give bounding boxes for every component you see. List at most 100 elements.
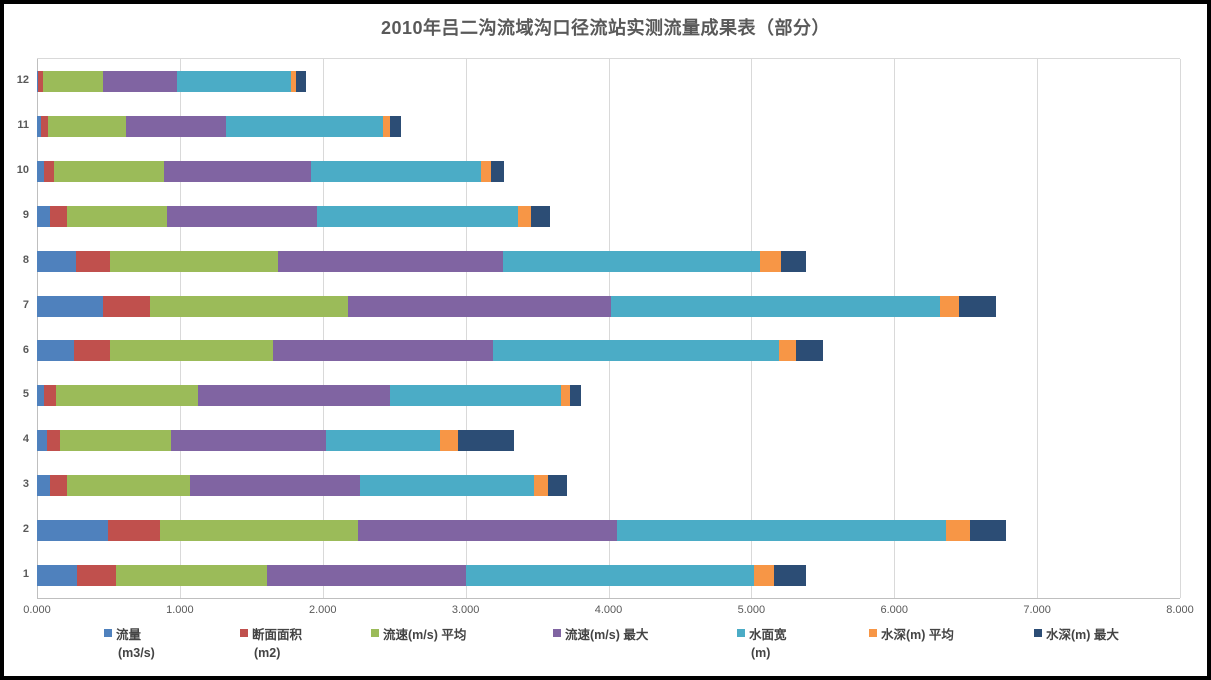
- bar-row: [37, 104, 1180, 149]
- bar-segment: [325, 430, 440, 452]
- bar-segment: [611, 295, 940, 317]
- bar-segment: [109, 250, 279, 272]
- gridline: [37, 59, 38, 598]
- legend-marker-icon: [553, 629, 561, 637]
- bar-segment: [41, 115, 49, 137]
- bar-segment: [759, 250, 782, 272]
- bar-segment: [47, 430, 60, 452]
- category-label: 7: [22, 298, 29, 311]
- bar-segment: [37, 160, 45, 182]
- stacked-bar: [37, 205, 550, 227]
- bar-segment: [561, 385, 570, 407]
- category-label: 11: [17, 118, 29, 131]
- stacked-bar: [37, 160, 505, 182]
- bar-segment: [102, 70, 177, 92]
- bar-segment: [795, 340, 823, 362]
- bar-segment: [166, 205, 317, 227]
- bar-segment: [389, 385, 562, 407]
- gridline: [179, 59, 181, 598]
- bar-segment: [115, 565, 267, 587]
- legend-marker-icon: [371, 629, 379, 637]
- stacked-bar: [37, 250, 806, 272]
- category-label: 9: [22, 208, 29, 221]
- bar-segment: [311, 160, 482, 182]
- value-tick-label: 2.000: [308, 604, 337, 616]
- bar-segment: [491, 160, 505, 182]
- plot-area: [37, 58, 1181, 599]
- gridline: [1180, 59, 1181, 598]
- bar-segment: [754, 565, 775, 587]
- bar-segment: [778, 340, 796, 362]
- value-axis-labels: 0.000 1.000 2.000 3.000 4.000 5.000 6.000 7.000…: [23, 604, 1194, 620]
- bar-row: [37, 463, 1180, 508]
- legend-label: 水面宽: [749, 627, 787, 642]
- stacked-bar: [37, 70, 306, 92]
- legend-item: 流速(m/s) 平均: [371, 624, 466, 642]
- bar-segment: [291, 70, 296, 92]
- category-label: 8: [22, 253, 29, 266]
- value-tick-label: 8.000: [1166, 604, 1194, 616]
- bar-segment: [198, 385, 390, 407]
- legend-item: 断面面积 (m2): [240, 624, 302, 660]
- bar-segment: [42, 70, 103, 92]
- bar-segment: [295, 70, 306, 92]
- category-label: 5: [22, 388, 29, 401]
- stacked-bar: [37, 340, 823, 362]
- bar-row: [37, 329, 1180, 374]
- bar-segment: [48, 115, 126, 137]
- value-tick-label: 1.000: [166, 604, 194, 616]
- legend: 流量 (m3/s) 断面面积 (m2) 流速(m/s) 平均 流速(m/s) 最大 水面宽 (…: [4, 624, 1207, 676]
- bar-segment: [37, 250, 76, 272]
- bar-segment: [969, 520, 1006, 542]
- bar-segment: [37, 565, 77, 587]
- bar-segment: [37, 340, 75, 362]
- bar-segment: [189, 475, 360, 497]
- bar-segment: [458, 430, 515, 452]
- bar-segment: [569, 385, 582, 407]
- bar-row: [37, 239, 1180, 284]
- bar-segment: [492, 340, 779, 362]
- bar-segment: [149, 295, 349, 317]
- bar-row: [37, 373, 1180, 418]
- value-tick-label: 5.000: [737, 604, 766, 616]
- bar-segment: [55, 385, 199, 407]
- category-label: 1: [22, 568, 29, 581]
- bar-segment: [37, 115, 42, 137]
- gridline: [608, 59, 610, 598]
- bar-segment: [59, 430, 172, 452]
- bar-segment: [389, 115, 402, 137]
- bar-row: [37, 553, 1180, 598]
- stacked-bar: [37, 565, 806, 587]
- bar-segment: [945, 520, 970, 542]
- bar-segment: [382, 115, 390, 137]
- bar-segment: [44, 160, 55, 182]
- stacked-bar: [37, 385, 582, 407]
- bar-row: [37, 284, 1180, 329]
- bar-segment: [176, 70, 292, 92]
- bar-segment: [66, 475, 190, 497]
- bar-segment: [502, 250, 760, 272]
- bar-segment: [359, 475, 535, 497]
- stacked-bar: [37, 115, 402, 137]
- bar-row: [37, 508, 1180, 553]
- bar-segment: [109, 340, 273, 362]
- legend-item: 水面宽 (m): [737, 624, 787, 660]
- bar-segment: [317, 205, 519, 227]
- bar-segment: [531, 205, 550, 227]
- bar-row: [37, 149, 1180, 194]
- legend-label: 断面面积: [252, 627, 303, 642]
- bar-segment: [49, 475, 67, 497]
- category-label: 12: [16, 74, 29, 86]
- bar-row: [37, 194, 1180, 239]
- bar-segment: [518, 205, 532, 227]
- bar-segment: [164, 160, 312, 182]
- category-label: 2: [22, 523, 29, 536]
- chart-title: 2010年吕二沟流域沟口径流站实测流量成果表（部分）: [380, 18, 831, 38]
- stacked-bar: [37, 295, 996, 317]
- legend-item: 水深(m) 最大: [1034, 624, 1119, 642]
- legend-item: 流量 (m3/s): [104, 624, 155, 660]
- bar-segment: [481, 160, 492, 182]
- bar-segment: [49, 205, 67, 227]
- category-label: 4: [22, 433, 29, 446]
- legend-marker-icon: [1034, 629, 1042, 637]
